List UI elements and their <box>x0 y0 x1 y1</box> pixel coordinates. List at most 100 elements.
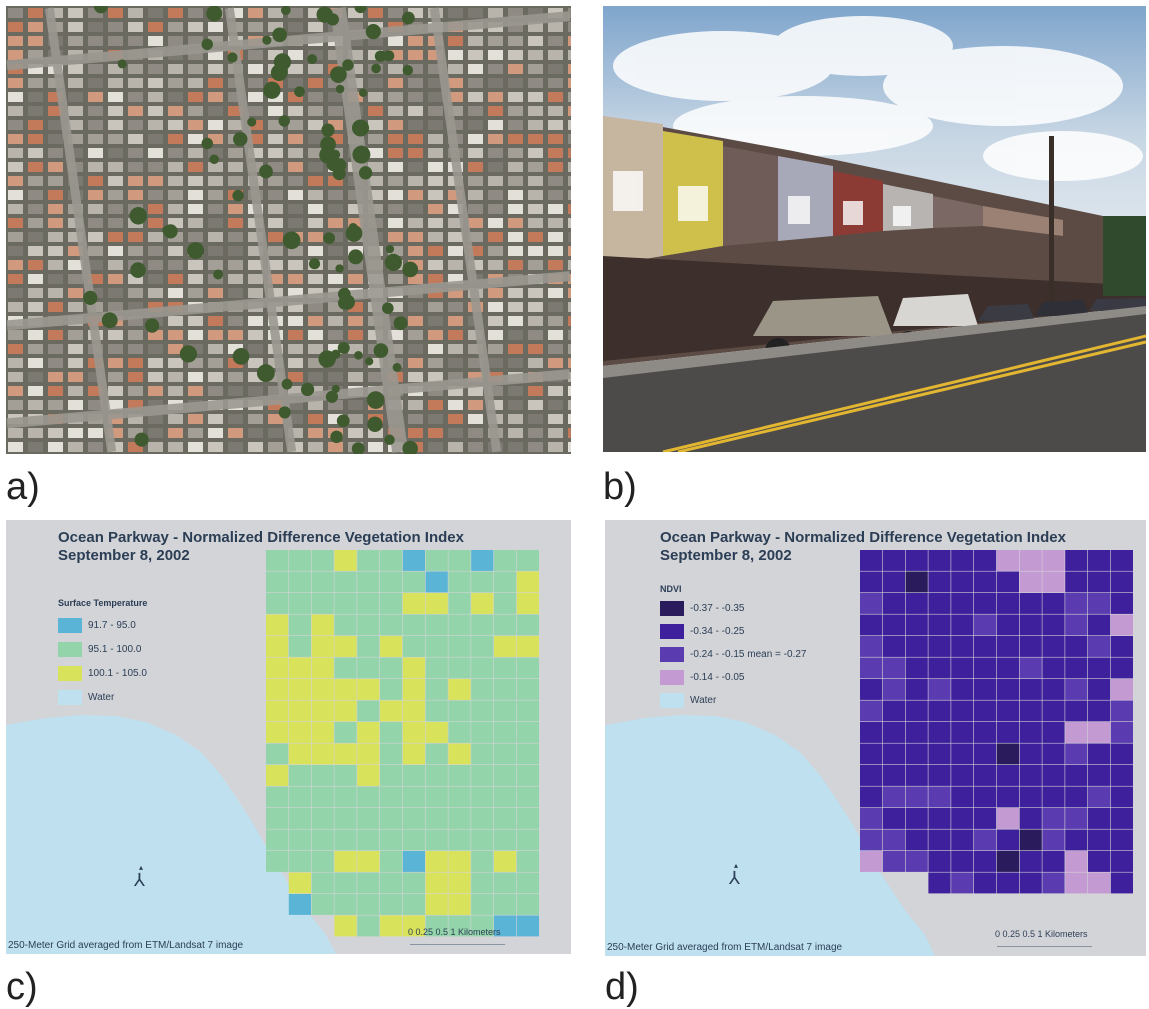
tree-canopy <box>130 262 146 278</box>
rooftop <box>488 36 503 46</box>
grid-cell <box>1110 550 1133 571</box>
rooftop <box>68 64 83 74</box>
rooftop <box>428 50 443 60</box>
grid-cell <box>471 722 494 743</box>
rooftop <box>28 8 43 18</box>
map-c-scale-label: 0 0.25 0.5 1 Kilometers <box>408 927 501 937</box>
rooftop <box>288 288 303 298</box>
rooftop <box>548 442 563 452</box>
rooftop <box>168 232 183 242</box>
grid-cell <box>380 593 403 614</box>
legend-swatch <box>660 692 684 708</box>
rooftop <box>568 330 571 340</box>
rooftop <box>508 50 523 60</box>
rooftop <box>108 302 123 312</box>
rooftop <box>48 330 63 340</box>
rooftop <box>308 22 323 32</box>
tree-canopy <box>233 131 248 147</box>
rooftop <box>428 64 443 74</box>
legend-label: 100.1 - 105.0 <box>88 667 147 679</box>
grid-cell <box>402 700 425 722</box>
grid-cell <box>1110 657 1133 679</box>
rooftop <box>488 302 503 312</box>
rooftop <box>268 50 283 60</box>
rooftop <box>508 288 523 298</box>
rooftop <box>408 190 423 200</box>
rooftop <box>28 36 43 46</box>
grid-cell <box>380 894 403 915</box>
grid-cell <box>448 657 471 679</box>
map-c-legend-item: Water <box>58 688 114 706</box>
rooftop <box>348 64 363 74</box>
grid-cell <box>311 765 334 786</box>
rooftop <box>248 442 263 452</box>
rooftop <box>148 218 163 228</box>
rooftop <box>188 232 203 242</box>
tree-canopy <box>227 52 238 63</box>
rooftop <box>168 218 183 228</box>
grid-cell <box>471 915 494 937</box>
rooftop <box>528 218 543 228</box>
grid-cell <box>471 700 494 722</box>
rooftop <box>288 358 303 368</box>
north-arrow-icon: ⅄ <box>134 870 145 891</box>
tree-canopy <box>94 6 108 14</box>
grid-cell <box>1065 571 1088 593</box>
rooftop <box>148 288 163 298</box>
grid-cell <box>357 743 380 765</box>
grid-cell <box>334 571 357 593</box>
rooftop <box>368 190 383 200</box>
grid-cell <box>334 851 357 872</box>
rooftop <box>48 372 63 382</box>
grid-cell <box>974 571 997 593</box>
grid-cell <box>402 571 425 593</box>
rooftop <box>428 330 443 340</box>
grid-cell <box>516 894 539 915</box>
rooftop <box>88 134 103 144</box>
rooftop <box>328 204 343 214</box>
rooftop <box>428 400 443 410</box>
grid-cell <box>951 550 974 571</box>
rooftop <box>548 134 563 144</box>
rooftop <box>148 260 163 270</box>
grid-cell <box>1088 851 1111 872</box>
rooftop <box>168 260 183 270</box>
rooftop <box>248 120 263 130</box>
grid-cell <box>1042 851 1065 872</box>
grid-cell <box>974 593 997 614</box>
rooftop <box>328 344 343 354</box>
grid-cell <box>311 571 334 593</box>
grid-cell <box>494 722 517 743</box>
rooftop <box>488 176 503 186</box>
map-d-scale-label: 0 0.25 0.5 1 Kilometers <box>995 929 1088 939</box>
aerial-image <box>6 6 571 454</box>
grid-cell <box>974 722 997 743</box>
grid-cell <box>516 786 539 808</box>
grid-cell <box>380 851 403 872</box>
rooftop <box>68 232 83 242</box>
grid-cell <box>402 636 425 657</box>
rooftop <box>548 260 563 270</box>
tree-canopy <box>348 249 364 265</box>
rooftop <box>508 162 523 172</box>
rooftop <box>568 50 571 60</box>
grid-cell <box>860 614 883 636</box>
rooftop <box>488 246 503 256</box>
rooftop <box>68 274 83 284</box>
rooftop <box>568 428 571 438</box>
rooftop <box>68 92 83 102</box>
rooftop <box>168 358 183 368</box>
rooftop <box>548 246 563 256</box>
rooftop <box>208 386 223 396</box>
map-d-title-line1: Ocean Parkway - Normalized Difference Ve… <box>660 529 1066 546</box>
rooftop <box>208 92 223 102</box>
grid-cell <box>471 636 494 657</box>
rooftop <box>308 428 323 438</box>
rooftop <box>388 218 403 228</box>
grid-cell <box>928 550 951 571</box>
rooftop <box>228 260 243 270</box>
rooftop <box>48 120 63 130</box>
grid-cell <box>860 657 883 679</box>
rooftop <box>8 162 23 172</box>
rooftop <box>288 92 303 102</box>
